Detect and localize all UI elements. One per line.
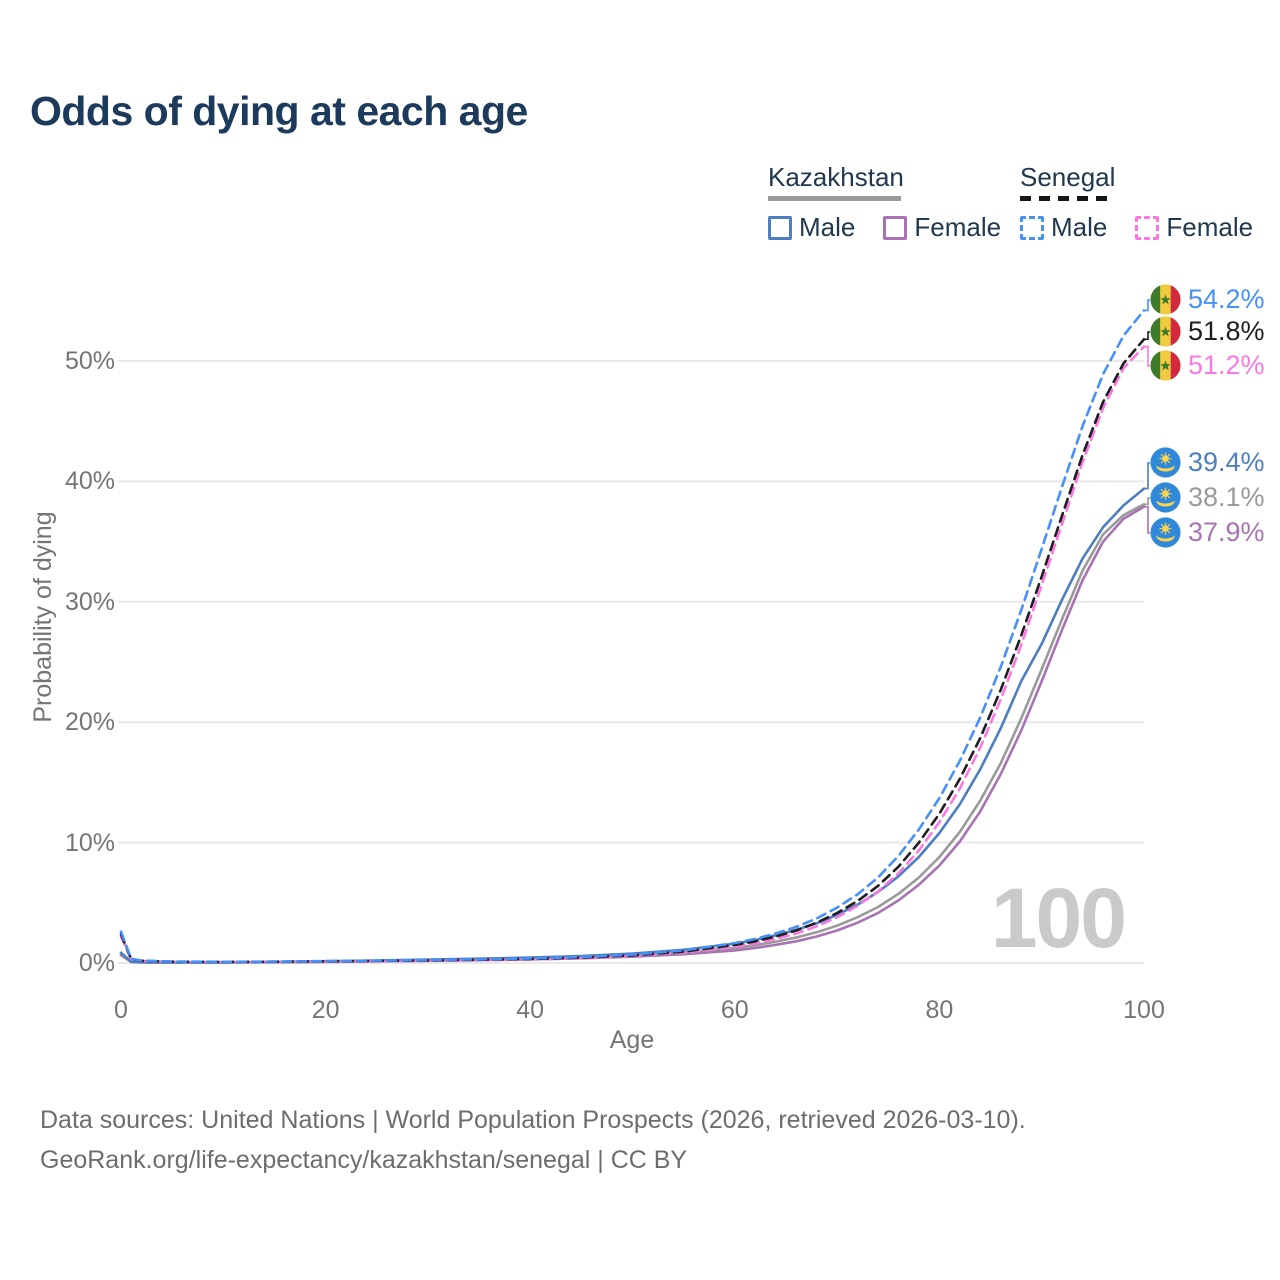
legend-item-label: Female	[914, 212, 1002, 242]
kazakhstan-solid-line-swatch	[768, 196, 901, 201]
attribution-note: GeoRank.org/life-expectancy/kazakhstan/s…	[40, 1146, 688, 1174]
legend-country-label: Kazakhstan	[768, 162, 904, 192]
senegal-male-swatch	[1020, 215, 1044, 240]
y-tick-label-10: 10%	[64, 828, 115, 857]
end-value-text: 39.4%	[1188, 447, 1265, 477]
legend-item-label: Male	[799, 212, 856, 242]
senegal-flag-icon	[1150, 316, 1181, 347]
kazakhstan-male-swatch	[768, 215, 792, 240]
end-label-kazakhstan-female: 37.9%	[1150, 517, 1265, 548]
x-tick-label-20: 20	[311, 996, 340, 1024]
series-line-senegal-both	[119, 338, 1146, 964]
end-label-senegal-both: 51.8%	[1150, 316, 1265, 347]
end-value-text: 51.8%	[1188, 316, 1265, 346]
x-tick-label-80: 80	[925, 996, 954, 1024]
legend-item-senegal-male[interactable]: Male	[1020, 212, 1107, 243]
y-tick-label-30: 30%	[64, 587, 115, 616]
legend-item-kazakhstan-female[interactable]: Female	[883, 212, 1001, 243]
senegal-flag-icon	[1150, 350, 1181, 381]
end-connector-kazakhstan-both	[1144, 497, 1150, 506]
x-tick-label-0: 0	[114, 996, 128, 1024]
end-value-text: 54.2%	[1188, 284, 1265, 314]
kazakhstan-flag-icon	[1150, 517, 1181, 548]
end-connector-kazakhstan-female	[1144, 505, 1150, 534]
age-watermark: 100	[990, 871, 1127, 965]
y-tick-label-40: 40%	[64, 467, 115, 496]
legend-country-label: Senegal	[1020, 162, 1116, 192]
x-tick-label-100: 100	[1123, 996, 1165, 1024]
data-sources-note: Data sources: United Nations | World Pop…	[40, 1106, 1026, 1134]
legend-country-senegal[interactable]: Senegal	[1020, 162, 1253, 201]
x-tick-label-40: 40	[516, 996, 545, 1024]
kazakhstan-female-swatch	[883, 215, 908, 240]
end-connector-senegal-female	[1144, 345, 1150, 367]
y-tick-label-50: 50%	[64, 347, 115, 375]
page-title: Odds of dying at each age	[30, 88, 528, 134]
kazakhstan-flag-icon	[1150, 482, 1181, 513]
senegal-female-swatch	[1135, 215, 1160, 240]
legend-item-senegal-female[interactable]: Female	[1135, 212, 1253, 243]
end-value-text: 51.2%	[1188, 350, 1265, 380]
end-connector-kazakhstan-male	[1144, 462, 1150, 490]
end-value-text: 37.9%	[1188, 517, 1265, 547]
end-label-senegal-female: 51.2%	[1150, 350, 1265, 381]
x-tick-label-60: 60	[720, 996, 749, 1024]
x-axis-title: Age	[609, 1026, 655, 1054]
series-line-senegal-male	[119, 309, 1146, 964]
senegal-dashed-line-swatch	[1020, 196, 1110, 201]
end-label-kazakhstan-both: 38.1%	[1150, 482, 1265, 513]
senegal-flag-icon	[1150, 284, 1181, 315]
y-tick-label-0: 0%	[78, 949, 115, 977]
legend-group-senegal: Senegal Male Female	[1020, 162, 1253, 243]
kazakhstan-flag-icon	[1150, 447, 1181, 478]
legend-item-label: Female	[1166, 212, 1254, 242]
y-tick-label-20: 20%	[64, 708, 115, 737]
end-connector-senegal-both	[1144, 331, 1150, 341]
legend-group-kazakhstan: Kazakhstan Male Female	[768, 162, 1001, 243]
legend-item-label: Male	[1051, 212, 1108, 242]
end-label-kazakhstan-male: 39.4%	[1150, 447, 1265, 478]
end-value-text: 38.1%	[1188, 482, 1265, 512]
legend-item-kazakhstan-male[interactable]: Male	[768, 212, 855, 243]
end-label-senegal-male: 54.2%	[1150, 284, 1265, 315]
end-connector-senegal-male	[1144, 299, 1150, 312]
legend-country-kazakhstan[interactable]: Kazakhstan	[768, 162, 1001, 201]
